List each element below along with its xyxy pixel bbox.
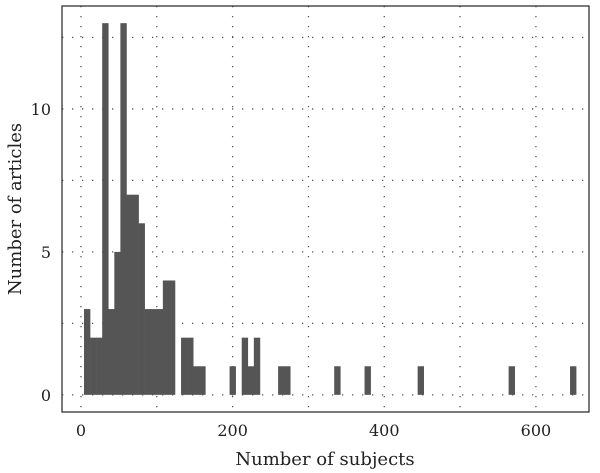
y-tick-label-5: 5 — [41, 243, 51, 262]
histogram-bar-21 — [247, 366, 255, 395]
histogram-bar-23 — [278, 366, 285, 395]
histogram-bar-27 — [417, 366, 424, 395]
y-tick-label-0: 0 — [41, 386, 51, 405]
plot-frame — [61, 5, 590, 413]
histogram-bar-16 — [187, 337, 194, 395]
y-tick-label-10: 10 — [31, 100, 51, 119]
x-axis-label: Number of subjects — [235, 449, 414, 470]
x-tick-label-400: 400 — [369, 421, 400, 440]
histogram-bar-24 — [284, 366, 291, 395]
histogram-bar-5 — [114, 251, 121, 395]
histogram-bar-17 — [193, 366, 200, 395]
histogram-bar-8 — [132, 194, 139, 395]
histogram-bar-2 — [96, 337, 103, 395]
histogram-bar-22 — [253, 337, 261, 395]
histogram-bar-0 — [83, 309, 91, 395]
x-tick-label-200: 200 — [217, 421, 248, 440]
histogram-bars — [83, 23, 577, 395]
histogram-bar-19 — [229, 366, 236, 395]
histogram-bar-10 — [144, 309, 152, 395]
x-tick-label-600: 600 — [521, 421, 552, 440]
x-tick-label-0: 0 — [76, 421, 86, 440]
histogram-bar-3 — [102, 23, 109, 395]
histogram-bar-12 — [156, 309, 164, 395]
histogram-bar-4 — [108, 309, 115, 395]
histogram-bar-1 — [90, 337, 97, 395]
histogram-bar-26 — [364, 366, 371, 395]
histogram-bar-20 — [241, 337, 249, 395]
y-tick-labels: 0 5 10 — [31, 100, 51, 405]
x-tick-labels: 0 200 400 600 — [76, 421, 551, 440]
histogram-bar-9 — [138, 223, 145, 395]
histogram-bar-6 — [120, 23, 127, 395]
histogram-bar-13 — [162, 280, 170, 395]
y-axis-label: Number of articles — [5, 123, 26, 295]
histogram-bar-18 — [199, 366, 206, 395]
histogram-bar-15 — [181, 337, 188, 395]
histogram-bar-14 — [168, 280, 176, 395]
histogram-bar-29 — [570, 366, 577, 395]
histogram-bar-7 — [126, 194, 133, 395]
histogram-bar-25 — [334, 366, 341, 395]
histogram-bar-11 — [150, 309, 158, 395]
histogram-bar-28 — [508, 366, 515, 395]
